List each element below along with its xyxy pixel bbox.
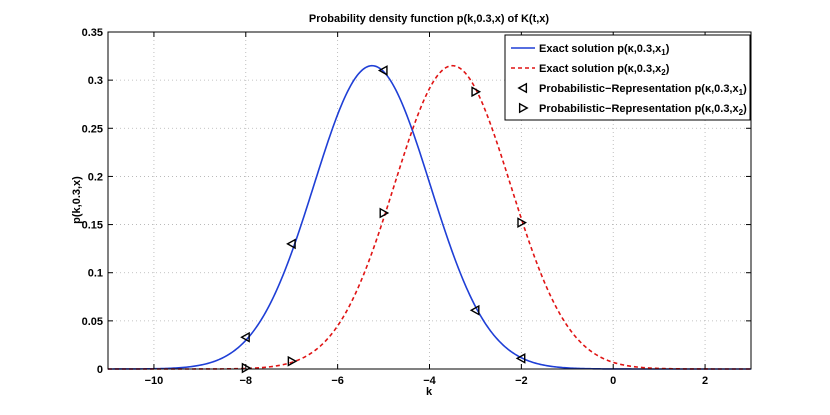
y-tick-label: 0.05 <box>82 316 103 328</box>
y-tick-label: 0.1 <box>88 268 103 280</box>
y-tick-label: 0.25 <box>82 123 103 135</box>
legend-label-1: Exact solution p(κ,0.3,x1) <box>539 43 670 57</box>
chart-title: Probability density function p(k,0.3,x) … <box>309 13 550 25</box>
marker-series3-point-0 <box>240 331 250 343</box>
legend-label-3: Probabilistic−Representation p(κ,0.3,x1) <box>539 83 747 97</box>
legend-label-subscript: 2 <box>661 68 666 77</box>
marker-series3-point-1 <box>286 238 296 250</box>
marker-series3-point-3 <box>469 304 480 316</box>
legend: Exact solution p(κ,0.3,x1)Exact solution… <box>504 34 751 121</box>
legend-label-text: Exact solution p(κ,0.3,x <box>539 63 662 75</box>
marker-series4-point-2 <box>379 207 390 219</box>
y-tick-label: 0 <box>97 364 103 376</box>
marker-series4-point-4 <box>517 217 527 229</box>
y-tick-label: 0.15 <box>82 220 103 232</box>
legend-label-text: Probabilistic−Representation p(κ,0.3,x <box>539 83 739 95</box>
x-tick-label: −2 <box>515 375 528 387</box>
y-tick-label: 0.3 <box>88 75 103 87</box>
x-tick-label: 2 <box>702 375 708 387</box>
legend-label-text: Exact solution p(κ,0.3,x <box>539 43 662 55</box>
legend-marker-4 <box>518 102 529 114</box>
x-tick-label: 0 <box>610 375 616 387</box>
legend-label-subscript: 1 <box>739 88 744 97</box>
x-tick-label: −4 <box>423 375 436 387</box>
legend-label-2: Exact solution p(κ,0.3,x2) <box>539 63 670 77</box>
legend-box <box>504 34 751 121</box>
legend-label-close: ) <box>743 83 747 95</box>
y-axis-label: p(k,0.3,x) <box>71 176 83 224</box>
marker-series3-point-4 <box>515 353 526 364</box>
legend-marker-3 <box>517 82 528 94</box>
x-tick-label: −8 <box>240 375 253 387</box>
marker-series4-point-1 <box>287 355 298 367</box>
x-axis-label: k <box>426 386 433 398</box>
x-tick-label: −10 <box>145 375 164 387</box>
legend-label-close: ) <box>743 103 747 115</box>
y-axis-ticks: 0 0.05 0.1 0.15 0.2 0.25 0.3 0.35 <box>82 27 751 376</box>
y-tick-label: 0.35 <box>82 27 103 39</box>
marker-series4-point-3 <box>471 86 482 98</box>
legend-label-subscript: 1 <box>661 48 666 57</box>
y-tick-label: 0.2 <box>88 171 103 183</box>
legend-label-text: Probabilistic−Representation p(κ,0.3,x <box>539 103 739 115</box>
legend-label-4: Probabilistic−Representation p(κ,0.3,x2) <box>539 103 747 117</box>
legend-label-close: ) <box>666 43 670 55</box>
legend-label-close: ) <box>666 63 670 75</box>
legend-label-subscript: 2 <box>739 108 744 117</box>
x-axis-ticks: −10 −8 −6 −4 −2 0 2 <box>145 32 708 387</box>
x-tick-label: −6 <box>331 375 344 387</box>
marker-series3-point-2 <box>377 65 388 76</box>
